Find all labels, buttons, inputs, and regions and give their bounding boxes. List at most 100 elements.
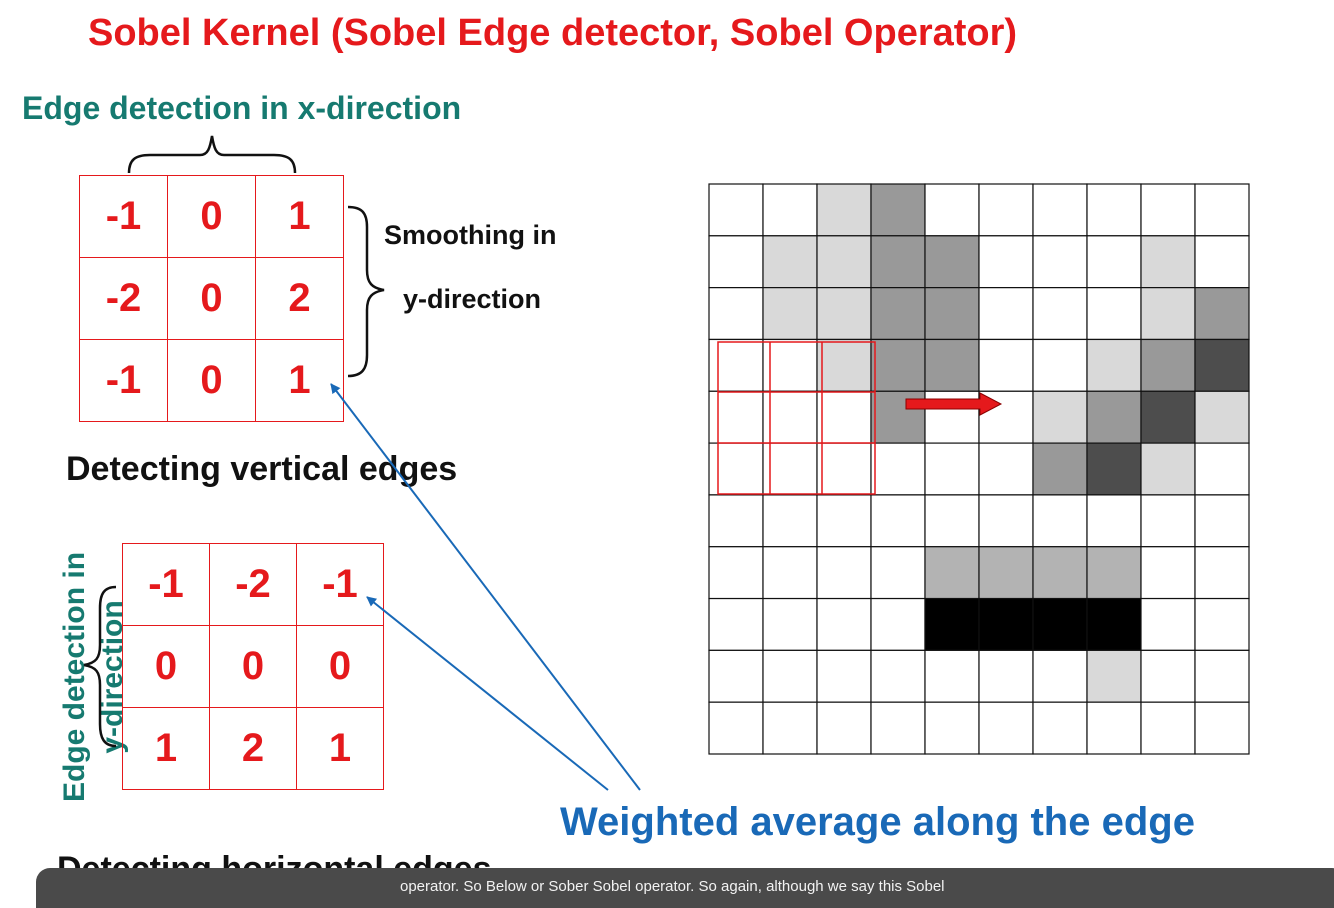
image-pixel (1140, 494, 1196, 548)
image-pixel (1086, 442, 1142, 496)
image-pixel (978, 183, 1034, 237)
image-pixel (816, 183, 872, 237)
image-pixel (816, 338, 872, 392)
image-pixel (1194, 546, 1250, 600)
top-brace (127, 135, 297, 174)
image-pixel (762, 442, 818, 496)
image-pixel (762, 235, 818, 289)
kernel-x-cell: 1 (255, 175, 344, 258)
vertical-edges-caption: Detecting vertical edges (66, 450, 458, 488)
image-pixel (1086, 390, 1142, 444)
image-pixel (978, 442, 1034, 496)
image-pixel (978, 338, 1034, 392)
image-pixel (1140, 183, 1196, 237)
kernel-y-cell: -2 (209, 543, 297, 626)
image-pixel (762, 649, 818, 703)
image-pixel (1032, 546, 1088, 600)
image-pixel (924, 546, 980, 600)
image-pixel (1194, 235, 1250, 289)
image-pixel (1086, 649, 1142, 703)
image-pixel (708, 235, 764, 289)
kernel-x-cell: -2 (79, 257, 168, 340)
image-pixel (708, 442, 764, 496)
pixel-image-grid (708, 183, 1250, 755)
image-pixel (762, 338, 818, 392)
image-pixel (762, 494, 818, 548)
image-pixel (708, 494, 764, 548)
image-pixel (1194, 494, 1250, 548)
image-pixel (1032, 183, 1088, 237)
image-pixel (870, 597, 926, 651)
image-pixel (1086, 235, 1142, 289)
image-pixel (924, 649, 980, 703)
image-pixel (1086, 546, 1142, 600)
image-pixel (1140, 338, 1196, 392)
image-pixel (1032, 390, 1088, 444)
image-pixel (1032, 338, 1088, 392)
slide-direction-arrow (905, 392, 1003, 416)
kernel-y-cell: 1 (296, 707, 384, 790)
image-pixel (816, 287, 872, 341)
image-pixel (870, 701, 926, 755)
image-pixel (708, 701, 764, 755)
kernel-x-cell: -1 (79, 175, 168, 258)
image-pixel (978, 649, 1034, 703)
image-pixel (924, 442, 980, 496)
image-pixel (1194, 649, 1250, 703)
video-caption-text: operator. So Below or Sober Sobel operat… (400, 878, 945, 895)
kernel-x-cell: 2 (255, 257, 344, 340)
image-pixel (978, 494, 1034, 548)
image-pixel (870, 287, 926, 341)
image-pixel (708, 338, 764, 392)
image-pixel (1140, 235, 1196, 289)
image-pixel (1194, 183, 1250, 237)
image-pixel (762, 183, 818, 237)
image-pixel (1032, 442, 1088, 496)
image-pixel (924, 338, 980, 392)
image-pixel (762, 287, 818, 341)
image-pixel (924, 183, 980, 237)
image-pixel (1032, 701, 1088, 755)
image-pixel (870, 183, 926, 237)
sobel-y-kernel: -1 -2 -1 0 0 0 1 2 1 (122, 543, 384, 790)
image-pixel (816, 649, 872, 703)
image-pixel (870, 442, 926, 496)
image-pixel (1140, 287, 1196, 341)
image-pixel (924, 235, 980, 289)
pointer-arrow-to-y-kernel (366, 596, 609, 791)
image-pixel (1194, 287, 1250, 341)
kernel-x-cell: 0 (167, 339, 256, 422)
annotation-overlay (83, 135, 1250, 791)
image-pixel (924, 494, 980, 548)
image-pixel (816, 235, 872, 289)
image-pixel (708, 546, 764, 600)
image-pixel (870, 235, 926, 289)
image-pixel (1032, 649, 1088, 703)
kernel-y-cell: 0 (209, 625, 297, 708)
image-pixel (924, 701, 980, 755)
weighted-average-caption: Weighted average along the edge (560, 800, 1195, 844)
kernel-y-cell: 1 (122, 707, 210, 790)
image-pixel (978, 597, 1034, 651)
image-pixel (762, 546, 818, 600)
image-pixel (870, 546, 926, 600)
image-pixel (816, 546, 872, 600)
image-pixel (1032, 494, 1088, 548)
kernel-x-cell: -1 (79, 339, 168, 422)
left-brace (83, 585, 117, 748)
page-title: Sobel Kernel (Sobel Edge detector, Sobel… (88, 12, 1018, 54)
image-pixel (1194, 701, 1250, 755)
kernel-y-cell: -1 (122, 543, 210, 626)
image-pixel (978, 235, 1034, 289)
image-pixel (1086, 338, 1142, 392)
image-pixel (1140, 649, 1196, 703)
pointer-arrow-to-x-kernel (330, 383, 641, 791)
image-pixel (1032, 287, 1088, 341)
image-pixel (924, 597, 980, 651)
smoothing-label-line1: Smoothing in (384, 220, 557, 250)
image-pixel (1140, 442, 1196, 496)
image-pixel (816, 442, 872, 496)
image-pixel (1032, 597, 1088, 651)
image-pixel (708, 649, 764, 703)
image-pixel (708, 390, 764, 444)
